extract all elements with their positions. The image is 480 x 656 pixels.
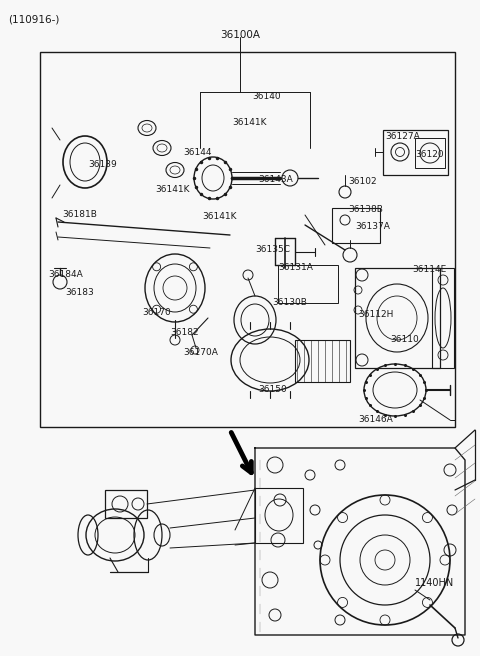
Text: 36127A: 36127A (385, 132, 420, 141)
Text: 36182: 36182 (170, 328, 199, 337)
Bar (40, 52, 455, 427)
Text: 36112H: 36112H (358, 310, 394, 319)
Bar (295, 340, 350, 382)
Text: 36140: 36140 (252, 92, 281, 101)
Bar (255, 488, 303, 543)
Text: 36184A: 36184A (48, 270, 83, 279)
Text: 36183: 36183 (65, 288, 94, 297)
Text: 36100A: 36100A (220, 30, 260, 40)
Text: 36114E: 36114E (412, 265, 446, 274)
Text: 36137A: 36137A (355, 222, 390, 231)
Text: 36102: 36102 (348, 177, 377, 186)
Bar (415, 138, 445, 168)
Text: 36143A: 36143A (258, 175, 293, 184)
Bar (432, 268, 454, 368)
Text: 36138B: 36138B (348, 205, 383, 214)
Text: 36170: 36170 (142, 308, 171, 317)
Text: (110916-): (110916-) (8, 14, 60, 24)
Bar (383, 130, 448, 175)
Text: 36150: 36150 (258, 385, 287, 394)
Text: 1140HN: 1140HN (415, 578, 454, 588)
Text: 36135C: 36135C (255, 245, 290, 254)
Bar (278, 265, 338, 303)
Text: 36139: 36139 (88, 160, 117, 169)
Bar (355, 268, 440, 368)
Text: 36146A: 36146A (358, 415, 393, 424)
Text: 36131A: 36131A (278, 263, 313, 272)
Bar (105, 490, 147, 518)
Text: 36181B: 36181B (62, 210, 97, 219)
Text: 36144: 36144 (183, 148, 212, 157)
Text: 36110: 36110 (390, 335, 419, 344)
Text: 36120: 36120 (415, 150, 444, 159)
Text: 36141K: 36141K (232, 118, 266, 127)
Text: 36141K: 36141K (155, 185, 190, 194)
Bar (332, 208, 380, 243)
Text: 36141K: 36141K (202, 212, 237, 221)
Text: 36130B: 36130B (272, 298, 307, 307)
Text: 36170A: 36170A (183, 348, 218, 357)
